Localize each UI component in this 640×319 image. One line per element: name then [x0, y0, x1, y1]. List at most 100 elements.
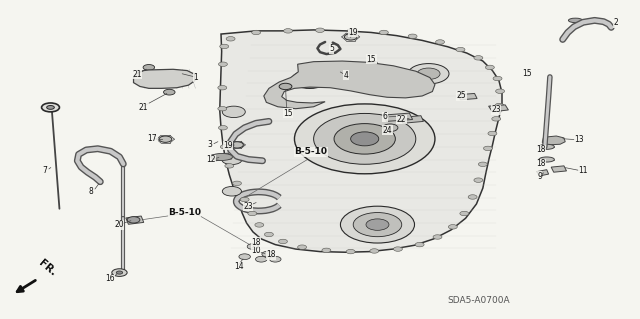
Circle shape: [485, 65, 494, 70]
Text: 19: 19: [348, 28, 358, 37]
Circle shape: [164, 89, 175, 95]
Circle shape: [316, 28, 324, 33]
Text: 4: 4: [344, 70, 349, 79]
Circle shape: [292, 70, 328, 88]
Circle shape: [298, 245, 307, 249]
Circle shape: [278, 239, 287, 244]
Circle shape: [264, 232, 273, 237]
Polygon shape: [551, 166, 566, 172]
Text: 20: 20: [115, 220, 124, 229]
Circle shape: [380, 30, 388, 35]
Text: 23: 23: [243, 202, 253, 211]
Circle shape: [493, 76, 502, 81]
Text: 13: 13: [574, 135, 584, 144]
Polygon shape: [384, 113, 413, 122]
Circle shape: [408, 34, 417, 39]
Text: 15: 15: [367, 55, 376, 63]
Circle shape: [248, 211, 257, 216]
Circle shape: [351, 132, 379, 146]
Polygon shape: [264, 61, 435, 109]
Circle shape: [294, 104, 435, 174]
Circle shape: [478, 162, 487, 167]
Text: 21: 21: [139, 103, 148, 112]
Circle shape: [468, 195, 477, 199]
Text: 14: 14: [234, 262, 243, 271]
Text: 9: 9: [537, 172, 542, 181]
Circle shape: [495, 103, 504, 108]
Circle shape: [301, 75, 319, 84]
Circle shape: [269, 256, 281, 262]
Ellipse shape: [539, 157, 554, 162]
Circle shape: [460, 211, 468, 216]
Circle shape: [353, 212, 402, 237]
Circle shape: [394, 247, 403, 251]
Text: 19: 19: [223, 141, 232, 150]
Text: 15: 15: [283, 109, 292, 118]
Circle shape: [222, 106, 245, 118]
Circle shape: [334, 123, 396, 154]
Text: SDA5-A0700A: SDA5-A0700A: [448, 296, 510, 305]
Text: 12: 12: [206, 155, 216, 164]
Circle shape: [456, 48, 465, 52]
Circle shape: [255, 223, 264, 227]
Circle shape: [262, 251, 273, 257]
Circle shape: [488, 131, 497, 136]
Circle shape: [495, 89, 504, 93]
Circle shape: [284, 29, 292, 33]
Circle shape: [42, 103, 60, 112]
Polygon shape: [537, 170, 548, 176]
Circle shape: [417, 68, 440, 79]
Polygon shape: [458, 93, 477, 100]
Text: 6: 6: [383, 112, 387, 122]
Circle shape: [279, 83, 292, 90]
Polygon shape: [220, 30, 502, 252]
Text: 1: 1: [193, 73, 198, 82]
Circle shape: [127, 217, 140, 223]
Circle shape: [218, 107, 227, 111]
Circle shape: [159, 136, 172, 142]
Text: 11: 11: [578, 167, 588, 175]
Text: 16: 16: [105, 274, 115, 283]
Text: 17: 17: [148, 134, 157, 143]
Circle shape: [492, 117, 500, 121]
Circle shape: [346, 249, 355, 254]
Text: 18: 18: [266, 250, 276, 259]
Circle shape: [220, 44, 228, 49]
Circle shape: [314, 114, 416, 164]
Circle shape: [226, 37, 235, 41]
Text: 18: 18: [536, 160, 545, 168]
Polygon shape: [401, 116, 424, 123]
Circle shape: [449, 225, 458, 229]
Polygon shape: [542, 136, 565, 145]
Text: 2: 2: [613, 19, 618, 27]
Text: 8: 8: [89, 187, 93, 196]
Circle shape: [474, 178, 483, 182]
Text: 21: 21: [132, 70, 141, 79]
Circle shape: [240, 197, 249, 202]
Circle shape: [116, 271, 123, 274]
Text: B-5-10: B-5-10: [294, 147, 328, 156]
Circle shape: [370, 249, 379, 253]
Text: 10: 10: [251, 247, 260, 256]
Ellipse shape: [211, 153, 232, 160]
Text: 5: 5: [329, 44, 334, 54]
Circle shape: [218, 62, 227, 66]
Circle shape: [322, 248, 331, 253]
Circle shape: [348, 29, 356, 33]
Circle shape: [474, 56, 483, 60]
Circle shape: [232, 181, 241, 186]
Text: B-5-10: B-5-10: [168, 208, 201, 217]
Polygon shape: [134, 69, 195, 88]
Text: 15: 15: [522, 69, 531, 78]
Circle shape: [252, 30, 260, 35]
Text: 22: 22: [397, 115, 406, 124]
Ellipse shape: [568, 18, 582, 23]
Circle shape: [143, 64, 155, 70]
Text: 24: 24: [383, 126, 392, 135]
Text: 18: 18: [251, 238, 260, 247]
Circle shape: [222, 187, 241, 196]
Circle shape: [47, 106, 54, 109]
Text: 3: 3: [207, 140, 212, 149]
Circle shape: [366, 219, 389, 230]
Text: 23: 23: [491, 106, 500, 115]
